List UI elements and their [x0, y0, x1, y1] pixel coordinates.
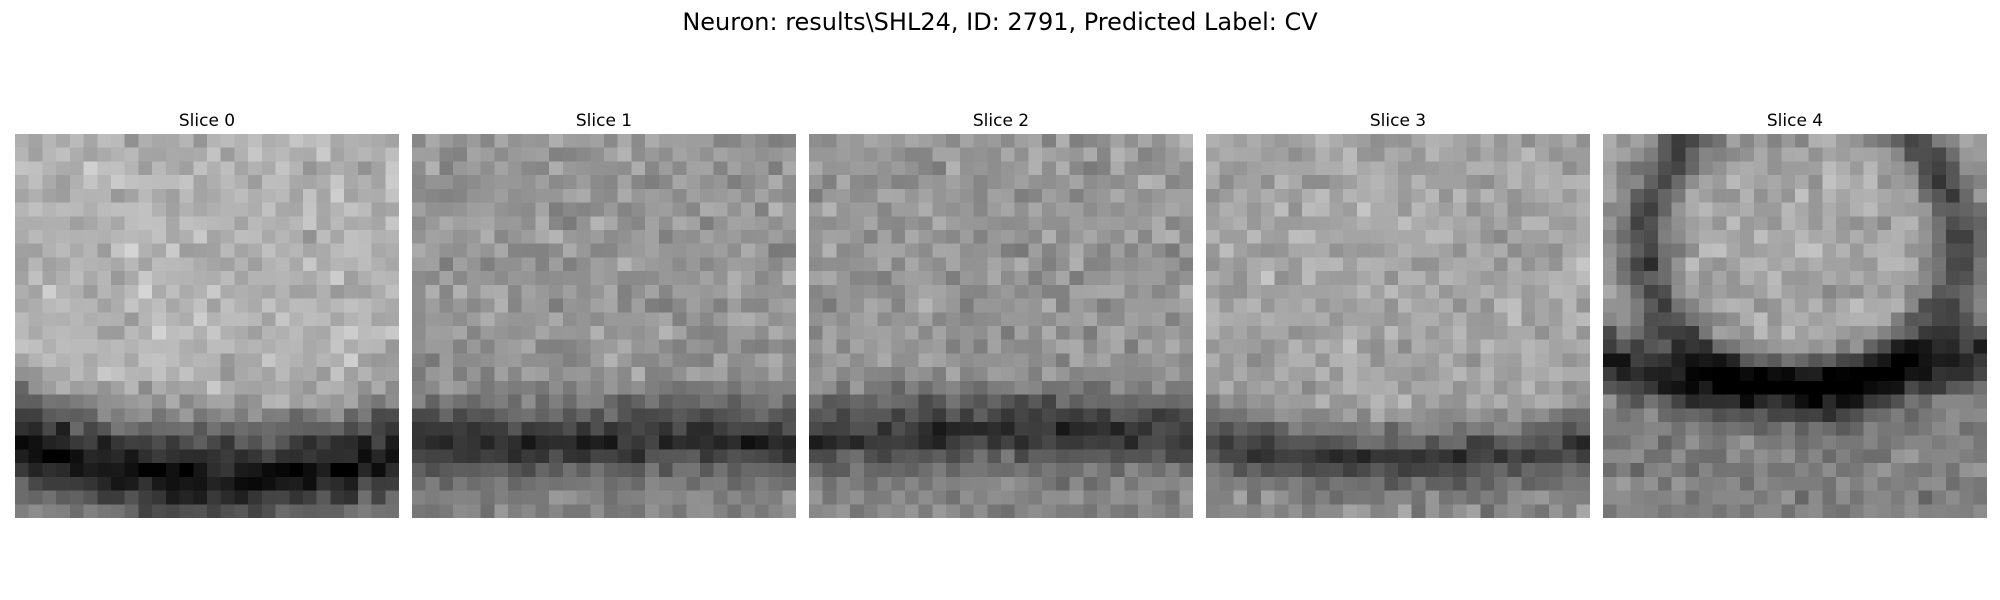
slice-panel-1: Slice 1: [412, 108, 796, 518]
slice-image-3: [1206, 134, 1590, 518]
slice-panel-2: Slice 2: [809, 108, 1193, 518]
slice-image-2: [809, 134, 1193, 518]
slice-panel-0: Slice 0: [15, 108, 399, 518]
slice-title-4: Slice 4: [1766, 111, 1824, 131]
slice-title-2: Slice 2: [972, 111, 1030, 131]
slice-title-3: Slice 3: [1369, 111, 1427, 131]
slice-image-4: [1603, 134, 1987, 518]
slice-panel-4: Slice 4: [1603, 108, 1987, 518]
slice-panel-3: Slice 3: [1206, 108, 1590, 518]
slice-image-1: [412, 134, 796, 518]
figure-title: Neuron: results\SHL24, ID: 2791, Predict…: [682, 8, 1318, 36]
slice-title-1: Slice 1: [575, 111, 633, 131]
slice-image-0: [15, 134, 399, 518]
slice-title-0: Slice 0: [178, 111, 236, 131]
